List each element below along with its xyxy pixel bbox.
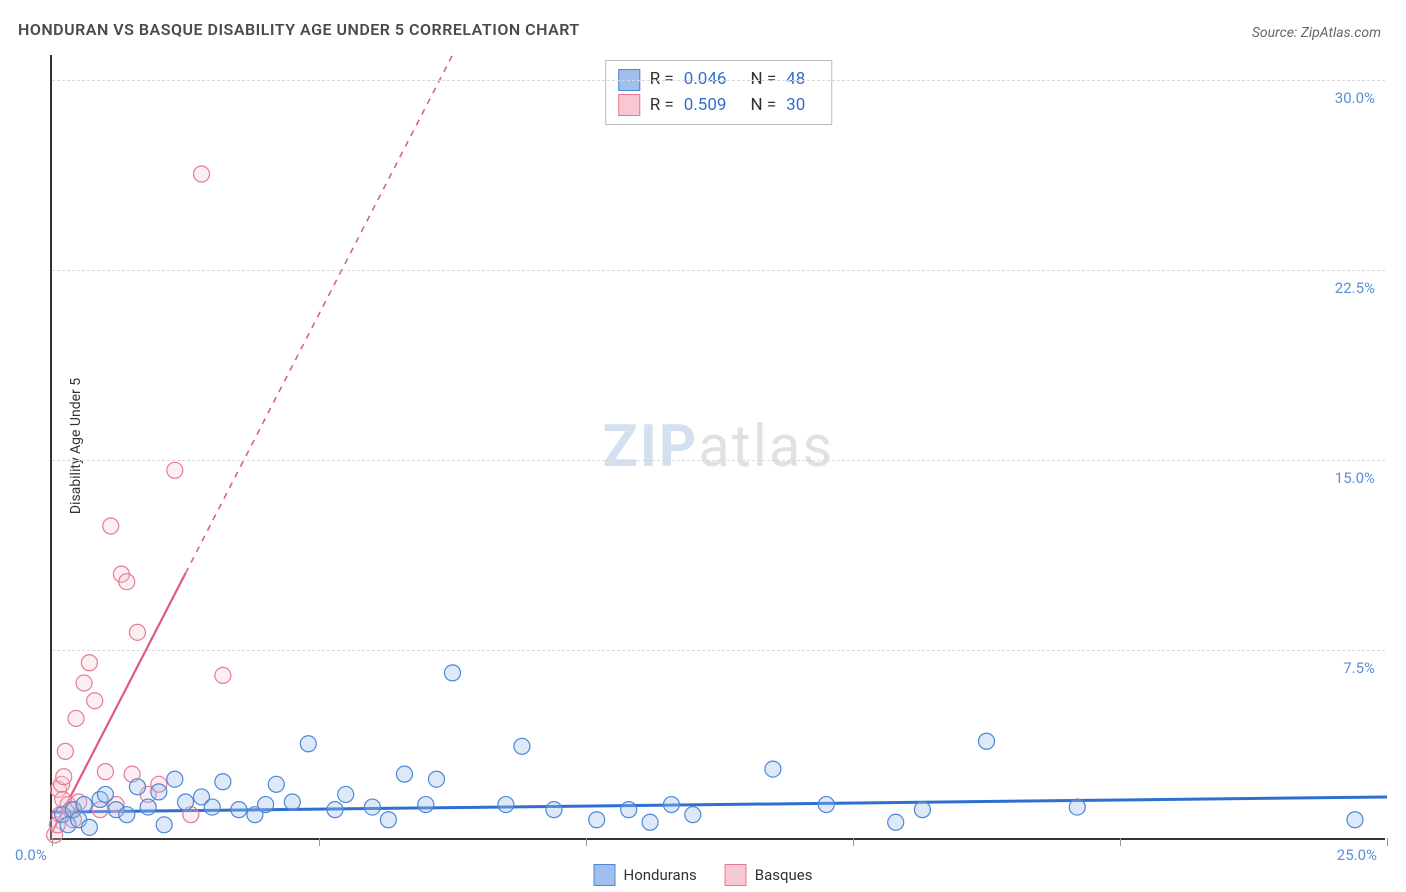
data-point xyxy=(129,624,145,640)
data-point xyxy=(546,802,562,818)
data-point xyxy=(268,776,284,792)
data-point xyxy=(119,807,135,823)
legend-swatch-basques xyxy=(725,864,747,886)
data-point xyxy=(97,764,113,780)
data-point xyxy=(418,797,434,813)
data-point xyxy=(445,665,461,681)
data-point xyxy=(327,802,343,818)
n-label: N = xyxy=(750,93,776,119)
data-point xyxy=(765,761,781,777)
source-prefix: Source: xyxy=(1252,25,1301,41)
data-point xyxy=(76,797,92,813)
stats-box: R = 0.046 N = 48 R = 0.509 N = 30 xyxy=(605,60,833,125)
gridline xyxy=(52,650,1385,651)
data-point xyxy=(231,802,247,818)
n-value-basques: 30 xyxy=(786,93,805,119)
gridline xyxy=(52,80,1385,81)
chart-canvas xyxy=(52,55,1385,838)
data-point xyxy=(428,771,444,787)
data-point xyxy=(914,802,930,818)
data-point xyxy=(338,786,354,802)
data-point xyxy=(81,655,97,671)
data-point xyxy=(258,797,274,813)
gridline xyxy=(52,460,1385,461)
data-point xyxy=(151,784,167,800)
data-point xyxy=(284,794,300,810)
source-attribution: Source: ZipAtlas.com xyxy=(1252,25,1381,41)
data-point xyxy=(119,574,135,590)
data-point xyxy=(396,766,412,782)
data-point xyxy=(642,814,658,830)
legend-label-basques: Basques xyxy=(755,866,813,884)
data-point xyxy=(97,786,113,802)
data-point xyxy=(87,693,103,709)
data-point xyxy=(621,802,637,818)
x-tick-mark xyxy=(1120,838,1121,846)
swatch-basques xyxy=(618,94,640,116)
data-point xyxy=(178,794,194,810)
data-point xyxy=(685,807,701,823)
data-point xyxy=(1347,812,1363,828)
data-point xyxy=(204,799,220,815)
gridline xyxy=(52,270,1385,271)
x-tick-mark xyxy=(853,838,854,846)
data-point xyxy=(979,733,995,749)
r-value-basques: 0.509 xyxy=(684,93,727,119)
data-point xyxy=(514,738,530,754)
x-tick-label: 25.0% xyxy=(1337,846,1377,864)
data-point xyxy=(818,797,834,813)
data-point xyxy=(68,710,84,726)
legend: Hondurans Basques xyxy=(594,864,813,886)
legend-label-hondurans: Hondurans xyxy=(624,866,697,884)
data-point xyxy=(215,774,231,790)
y-tick-label: 22.5% xyxy=(1335,279,1375,297)
data-point xyxy=(498,797,514,813)
data-point xyxy=(57,743,73,759)
data-point xyxy=(156,817,172,833)
data-point xyxy=(364,799,380,815)
data-point xyxy=(300,736,316,752)
data-point xyxy=(103,518,119,534)
y-tick-label: 15.0% xyxy=(1335,469,1375,487)
x-tick-mark xyxy=(586,838,587,846)
data-point xyxy=(76,675,92,691)
data-point xyxy=(194,166,210,182)
data-point xyxy=(167,771,183,787)
r-label: R = xyxy=(650,93,674,119)
source-link[interactable]: ZipAtlas.com xyxy=(1301,25,1381,41)
data-point xyxy=(140,799,156,815)
data-point xyxy=(1069,799,1085,815)
data-point xyxy=(81,819,97,835)
x-tick-mark xyxy=(319,838,320,846)
x-tick-mark xyxy=(1387,838,1388,846)
y-tick-label: 30.0% xyxy=(1335,89,1375,107)
data-point xyxy=(663,797,679,813)
data-point xyxy=(167,462,183,478)
data-point xyxy=(589,812,605,828)
legend-item-basques: Basques xyxy=(725,864,813,886)
legend-item-hondurans: Hondurans xyxy=(594,864,697,886)
stats-row-basques: R = 0.509 N = 30 xyxy=(618,93,820,119)
legend-swatch-hondurans xyxy=(594,864,616,886)
x-tick-mark xyxy=(52,838,53,846)
chart-title: HONDURAN VS BASQUE DISABILITY AGE UNDER … xyxy=(18,20,580,39)
data-point xyxy=(888,814,904,830)
data-point xyxy=(380,812,396,828)
x-tick-label: 0.0% xyxy=(15,846,47,864)
data-point xyxy=(56,769,72,785)
plot-area: ZIPatlas R = 0.046 N = 48 R = 0.509 N = … xyxy=(50,55,1385,840)
data-point xyxy=(215,667,231,683)
y-tick-label: 7.5% xyxy=(1343,659,1375,677)
data-point xyxy=(129,779,145,795)
